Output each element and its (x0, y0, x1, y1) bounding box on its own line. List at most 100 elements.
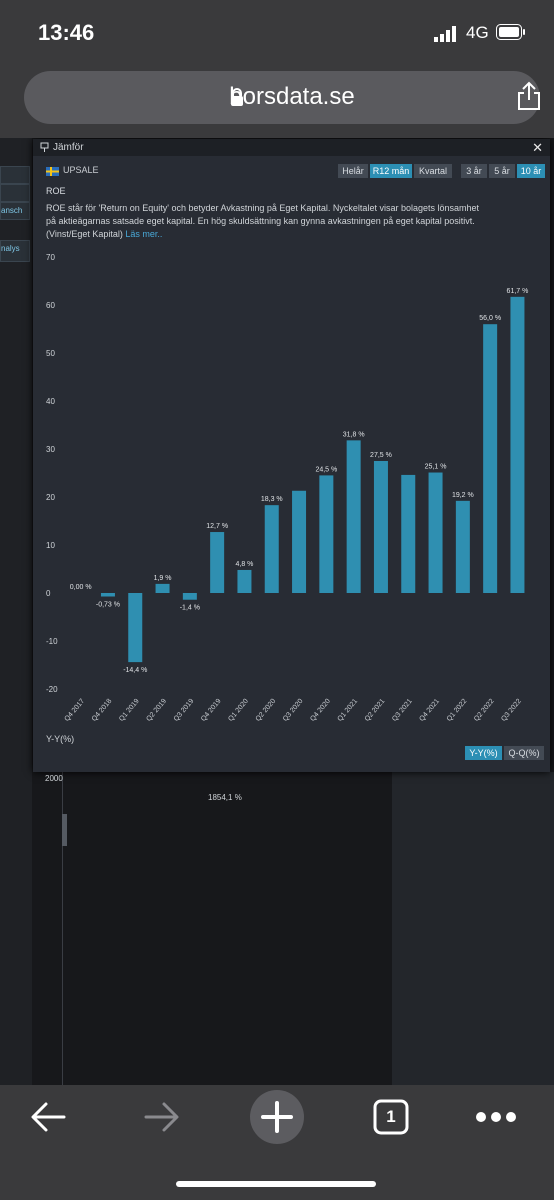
y-tick-label: -10 (46, 637, 58, 646)
bar (373, 461, 388, 593)
x-tick-label: Q4 2017 (64, 698, 87, 723)
kpi-description: ROE står för 'Return on Equity' och bety… (46, 202, 486, 241)
x-tick-label: Q1 2019 (118, 698, 141, 723)
data-label: 61,7 % (507, 288, 529, 295)
back-arrow-icon[interactable] (28, 1099, 68, 1135)
data-label: 31,8 % (343, 431, 365, 438)
scrollbar-handle[interactable] (62, 814, 67, 846)
bar (237, 569, 252, 593)
y-tick-label: 40 (46, 397, 55, 406)
bar (182, 593, 197, 600)
tabs-icon[interactable] (373, 1099, 411, 1135)
data-label: 25,1 % (425, 464, 447, 471)
address-bar[interactable]: borsdata.se (24, 71, 540, 124)
data-label: 27,5 % (370, 452, 392, 459)
period-button-r12[interactable]: R12 mån (370, 164, 412, 178)
growth-value-label: 1854,1 % (208, 793, 242, 802)
bar (264, 505, 279, 593)
roe-bar-chart: 70 60 50 40 30 20 10 0 -10 -20 0,00 % Q4 2017 -0,73 … (46, 253, 529, 723)
x-tick-label: Q3 2022 (500, 698, 523, 723)
bar (319, 475, 334, 593)
x-tick-label: Q2 2021 (364, 698, 387, 723)
battery-icon (496, 24, 525, 40)
data-label: 19,2 % (452, 492, 474, 499)
web-content: ansch nalys Jämför ✕ UPSALE Helår R12 må… (0, 138, 554, 1085)
bar (428, 472, 443, 593)
left-panel-icon[interactable] (0, 184, 30, 202)
left-panel: ansch nalys (0, 138, 32, 1085)
browser-toolbar: 1 (0, 1085, 554, 1200)
data-label: 56,0 % (479, 315, 501, 322)
y-tick-label: -20 (46, 685, 58, 694)
close-icon[interactable]: ✕ (532, 140, 543, 155)
company-name[interactable]: UPSALE (63, 165, 99, 175)
data-label: 12,7 % (206, 523, 228, 530)
growth-y-axis-label: 2000 (45, 774, 63, 783)
compare-dialog: Jämför ✕ UPSALE Helår R12 mån Kvartal 3 … (33, 139, 550, 783)
url-text[interactable]: borsdata.se (229, 83, 355, 110)
status-time: 13:46 (38, 20, 95, 45)
status-bar: 13:46 4G (0, 0, 554, 64)
data-label: 18,3 % (261, 496, 283, 503)
bar (128, 593, 143, 663)
yoy-toggle-button[interactable]: Y-Y(%) (465, 746, 502, 760)
bar (346, 440, 361, 593)
x-tick-label: Q4 2019 (200, 698, 223, 723)
x-tick-label: Q4 2018 (91, 698, 114, 723)
bar (483, 324, 498, 593)
tab-count: 1 (386, 1107, 396, 1126)
y-tick-label: 30 (46, 445, 55, 454)
x-tick-label: Q4 2020 (309, 698, 332, 723)
background-panel (392, 772, 554, 1085)
bar (401, 474, 416, 593)
bar (292, 490, 307, 593)
bar (455, 500, 470, 593)
left-panel-close[interactable] (0, 166, 30, 184)
qoq-toggle-button[interactable]: Q-Q(%) (504, 746, 544, 760)
period-button-helar[interactable]: Helår (338, 164, 368, 178)
left-panel-item-1[interactable]: nalys (0, 240, 30, 262)
range-button-5y[interactable]: 5 år (489, 164, 515, 178)
x-tick-label: Q3 2020 (282, 698, 305, 723)
home-indicator (176, 1181, 376, 1187)
bar (510, 296, 525, 593)
new-tab-plus-icon[interactable] (250, 1090, 304, 1144)
x-tick-label: Q3 2021 (391, 698, 414, 723)
y-tick-label: 0 (46, 589, 51, 598)
x-tick-label: Q2 2019 (145, 698, 168, 723)
y-tick-label: 20 (46, 493, 55, 502)
x-tick-label: Q1 2022 (446, 698, 469, 723)
x-tick-label: Q2 2022 (473, 698, 496, 723)
y-tick-label: 50 (46, 349, 55, 358)
data-label: -1,4 % (180, 605, 200, 612)
data-label: 24,5 % (315, 466, 337, 473)
lock-icon (231, 88, 243, 106)
x-tick-label: Q3 2019 (173, 698, 196, 723)
x-tick-label: Q1 2020 (227, 698, 250, 723)
left-panel-item-0[interactable]: ansch (0, 202, 30, 220)
bar (155, 583, 170, 593)
data-label: -14,4 % (123, 667, 147, 674)
kpi-description-text: ROE står för 'Return on Equity' och bety… (46, 203, 479, 239)
more-menu-icon[interactable] (474, 1107, 518, 1127)
bar (100, 593, 115, 597)
x-tick-label: Q2 2020 (255, 698, 278, 723)
range-button-3y[interactable]: 3 år (461, 164, 487, 178)
period-button-kvartal[interactable]: Kvartal (414, 164, 452, 178)
growth-chart-title: Y-Y(%) (46, 734, 75, 744)
y-tick-label: 70 (46, 253, 55, 262)
data-label: 1,9 % (154, 575, 172, 582)
range-button-10y[interactable]: 10 år (517, 164, 545, 178)
forward-arrow-icon[interactable] (142, 1099, 182, 1135)
x-tick-label: Q1 2021 (337, 698, 360, 723)
dialog-header: Jämför ✕ (33, 139, 550, 156)
sweden-flag-icon (46, 167, 59, 176)
network-type: 4G (466, 23, 489, 42)
y-tick-label: 60 (46, 301, 55, 310)
data-label: 0,00 % (70, 584, 92, 591)
pin-icon[interactable] (40, 142, 49, 152)
read-more-link[interactable]: Läs mer.. (125, 229, 163, 239)
share-icon[interactable] (516, 81, 542, 111)
signal-icon (434, 26, 456, 42)
data-label: 4,8 % (235, 561, 253, 568)
